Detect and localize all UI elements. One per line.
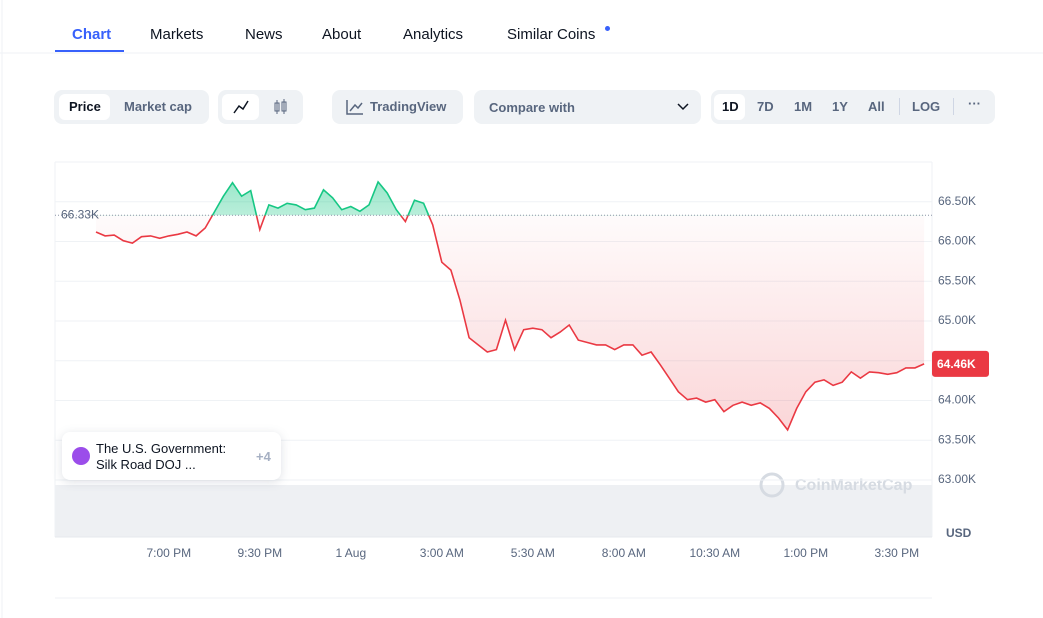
tab[interactable]: Similar Coins [507,26,596,43]
chevron [677,103,689,111]
x-tick-label: 5:30 AM [511,546,555,560]
tradingview-label: TradingView [370,99,447,114]
notification-dot [605,26,610,31]
range-button[interactable]: 1Y [832,99,848,114]
tab[interactable]: About [322,26,362,43]
toggle-group [54,90,209,124]
log-button[interactable]: LOG [912,99,941,114]
news-icon [72,447,90,465]
range-group [711,90,995,124]
x-tick-label: 9:30 PM [237,546,282,560]
tv-icon [346,100,363,115]
watermark-logo [759,472,785,498]
price-button[interactable]: Price [69,99,101,114]
compare-select[interactable] [474,90,701,124]
range-button[interactable]: 7D [757,99,774,114]
price-area [96,181,925,430]
compare-label: Compare with [489,100,575,115]
watermark: CoinMarketCap [795,477,913,494]
range-button[interactable]: All [868,99,885,114]
news-card[interactable]: The U.S. Government: Silk Road DOJ ... +4 [62,432,281,480]
news-line: The U.S. Government: [96,441,227,456]
range-button[interactable]: 1D [722,99,739,114]
more-button[interactable]: ··· [968,96,981,111]
x-tick-label: 3:30 PM [874,546,919,560]
tab[interactable]: Markets [150,26,204,43]
x-tick-label: 1 Aug [335,546,366,560]
y-tick-label: 63.00K [938,472,976,486]
tab[interactable]: News [245,26,283,43]
y-tick-label: 65.00K [938,313,976,327]
x-tick-label: 7:00 PM [146,546,191,560]
y-tick-label: 63.50K [938,432,976,446]
news-more: +4 [256,449,271,464]
volume-area [55,485,932,537]
tab[interactable]: Chart [72,26,112,43]
x-tick-label: 1:00 PM [783,546,828,560]
news-line: Silk Road DOJ ... [96,457,196,472]
x-tick-label: 10:30 AM [689,546,740,560]
range-button[interactable]: 1M [794,99,813,114]
toggle-group [218,90,303,124]
y-tick-label: 65.50K [938,273,976,287]
y-tick-label: 66.50K [938,194,976,208]
x-tick-label: 8:00 AM [602,546,646,560]
current-price-label: 64.46K [937,357,976,371]
pill [59,94,110,120]
tab[interactable]: Analytics [403,26,464,43]
x-tick-label: 3:00 AM [420,546,464,560]
pill [714,94,745,120]
market-cap-button[interactable]: Market cap [124,99,192,114]
tab-underline [55,50,124,52]
chart-type-icons[interactable] [232,98,292,116]
price-line [95,180,925,432]
y-tick-label: 66.00K [938,234,976,248]
separator [899,98,900,115]
y-tick-label: 64.00K [938,393,976,407]
news-text: The U.S. Government: Silk Road DOJ ... [96,441,226,473]
current-price-badge [932,350,989,377]
currency-label: USD [946,526,972,540]
separator [953,98,954,115]
reference-label: 66.33K [61,207,99,221]
